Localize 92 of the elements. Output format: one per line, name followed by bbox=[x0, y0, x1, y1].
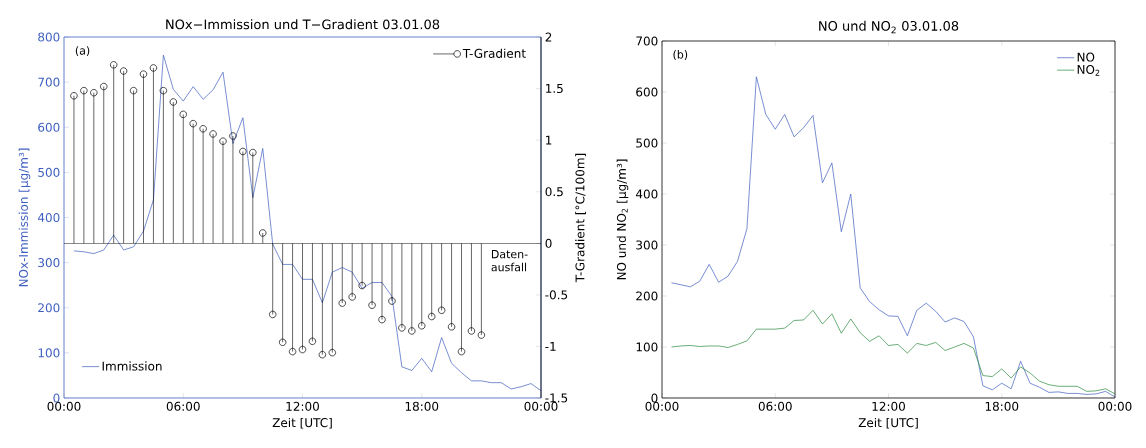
y-tick-label: 100 bbox=[38, 348, 60, 358]
y2-tick-label: 0 bbox=[545, 238, 552, 248]
point bbox=[239, 147, 247, 156]
x-tick-label: 00:00 bbox=[645, 401, 679, 411]
x-axis-title: Zeit [UTC] bbox=[858, 417, 918, 429]
point bbox=[378, 315, 386, 324]
point bbox=[447, 323, 456, 331]
point bbox=[388, 297, 396, 305]
y-tick-label: 0 bbox=[53, 393, 60, 403]
legend-label: NO$_{2}$ bbox=[1077, 64, 1100, 76]
point bbox=[229, 132, 237, 140]
point bbox=[80, 86, 88, 95]
point bbox=[90, 89, 98, 97]
point bbox=[358, 281, 366, 290]
chart-title: NO und NO$_{2}$ 03.01.08 bbox=[819, 20, 959, 34]
point bbox=[70, 92, 78, 100]
y2-tick-label: -0.5 bbox=[545, 290, 568, 300]
point bbox=[169, 98, 177, 106]
point bbox=[159, 86, 168, 95]
annotation: Daten- ausfall bbox=[491, 250, 528, 272]
legend-label: Immission bbox=[102, 361, 162, 371]
point bbox=[179, 110, 187, 119]
point bbox=[418, 322, 426, 330]
y2-tick-label: -1 bbox=[545, 342, 556, 351]
point bbox=[119, 67, 128, 75]
y-tick-label: 800 bbox=[38, 32, 60, 42]
y-tick-label: 700 bbox=[636, 36, 658, 46]
x-tick-label: 00:00 bbox=[524, 401, 558, 411]
y-tick-label: 600 bbox=[636, 87, 658, 97]
y-tick-label: 500 bbox=[38, 167, 60, 177]
point bbox=[209, 130, 217, 138]
y-tick-label: 700 bbox=[38, 77, 60, 87]
y-tick-label: 300 bbox=[636, 240, 658, 250]
point bbox=[288, 347, 297, 356]
point bbox=[428, 312, 436, 321]
x-tick-label: 18:00 bbox=[405, 401, 439, 411]
y-tick-label: 400 bbox=[37, 212, 60, 223]
y2-tick-label: 0.5 bbox=[545, 187, 563, 197]
legend-label: T-Gradient bbox=[462, 48, 526, 58]
y-axis-title: NOx-Immission [µg/m³] bbox=[18, 148, 31, 287]
y-tick-label: 200 bbox=[636, 291, 658, 301]
y-axis-title: NO und NO$_{2}$ [µg/m³] bbox=[616, 159, 629, 280]
x-axis-title: Zeit [UTC] bbox=[272, 417, 332, 429]
y2-tick-label: 1 bbox=[546, 135, 552, 145]
y2-tick-label: 1.5 bbox=[546, 84, 563, 94]
point bbox=[219, 137, 227, 145]
x-tick-label: 00:00 bbox=[1098, 401, 1132, 411]
point bbox=[348, 293, 356, 301]
point bbox=[139, 70, 148, 78]
y-tick-label: 500 bbox=[636, 138, 658, 148]
point bbox=[129, 86, 138, 95]
point bbox=[110, 61, 118, 69]
point bbox=[318, 351, 327, 359]
point bbox=[398, 324, 406, 332]
point bbox=[269, 310, 277, 319]
y-tick-label: 300 bbox=[38, 258, 60, 268]
point bbox=[457, 347, 466, 356]
point bbox=[328, 348, 336, 357]
point bbox=[259, 229, 267, 237]
annotation: (a) bbox=[75, 46, 90, 56]
y2-tick-label: 2 bbox=[545, 32, 552, 42]
x-tick-label: 12:00 bbox=[872, 401, 905, 411]
y2-axis-title: T-Gradient [°C/100m] bbox=[575, 153, 586, 283]
x-tick-label: 00:00 bbox=[47, 401, 81, 411]
line-series bbox=[671, 76, 1116, 398]
annotation: (b) bbox=[673, 50, 688, 60]
x-tick-label: 06:00 bbox=[758, 401, 792, 411]
point bbox=[199, 125, 207, 133]
y2-tick-label: -1.5 bbox=[545, 393, 568, 403]
x-tick-label: 18:00 bbox=[985, 401, 1019, 411]
x-tick-label: 06:00 bbox=[166, 401, 200, 411]
point bbox=[189, 119, 197, 128]
y-tick-label: 100 bbox=[636, 342, 658, 352]
legend-label: NO bbox=[1077, 52, 1095, 62]
point bbox=[298, 345, 307, 354]
chart-title: NOx−Immission und T−Gradient 03.01.08 bbox=[166, 19, 440, 30]
point bbox=[149, 64, 158, 72]
x-tick-label: 12:00 bbox=[286, 401, 319, 411]
point bbox=[408, 327, 416, 335]
y-tick-label: 400 bbox=[635, 189, 658, 199]
point bbox=[100, 82, 108, 91]
point bbox=[278, 338, 287, 346]
point bbox=[308, 337, 317, 345]
point bbox=[437, 306, 446, 314]
point bbox=[249, 148, 257, 157]
y-tick-label: 600 bbox=[38, 122, 60, 132]
point bbox=[477, 331, 486, 339]
point bbox=[467, 327, 476, 335]
point bbox=[338, 299, 346, 307]
y-tick-label: 200 bbox=[38, 303, 60, 313]
y-tick-label: 0 bbox=[651, 393, 658, 403]
point bbox=[368, 301, 376, 309]
